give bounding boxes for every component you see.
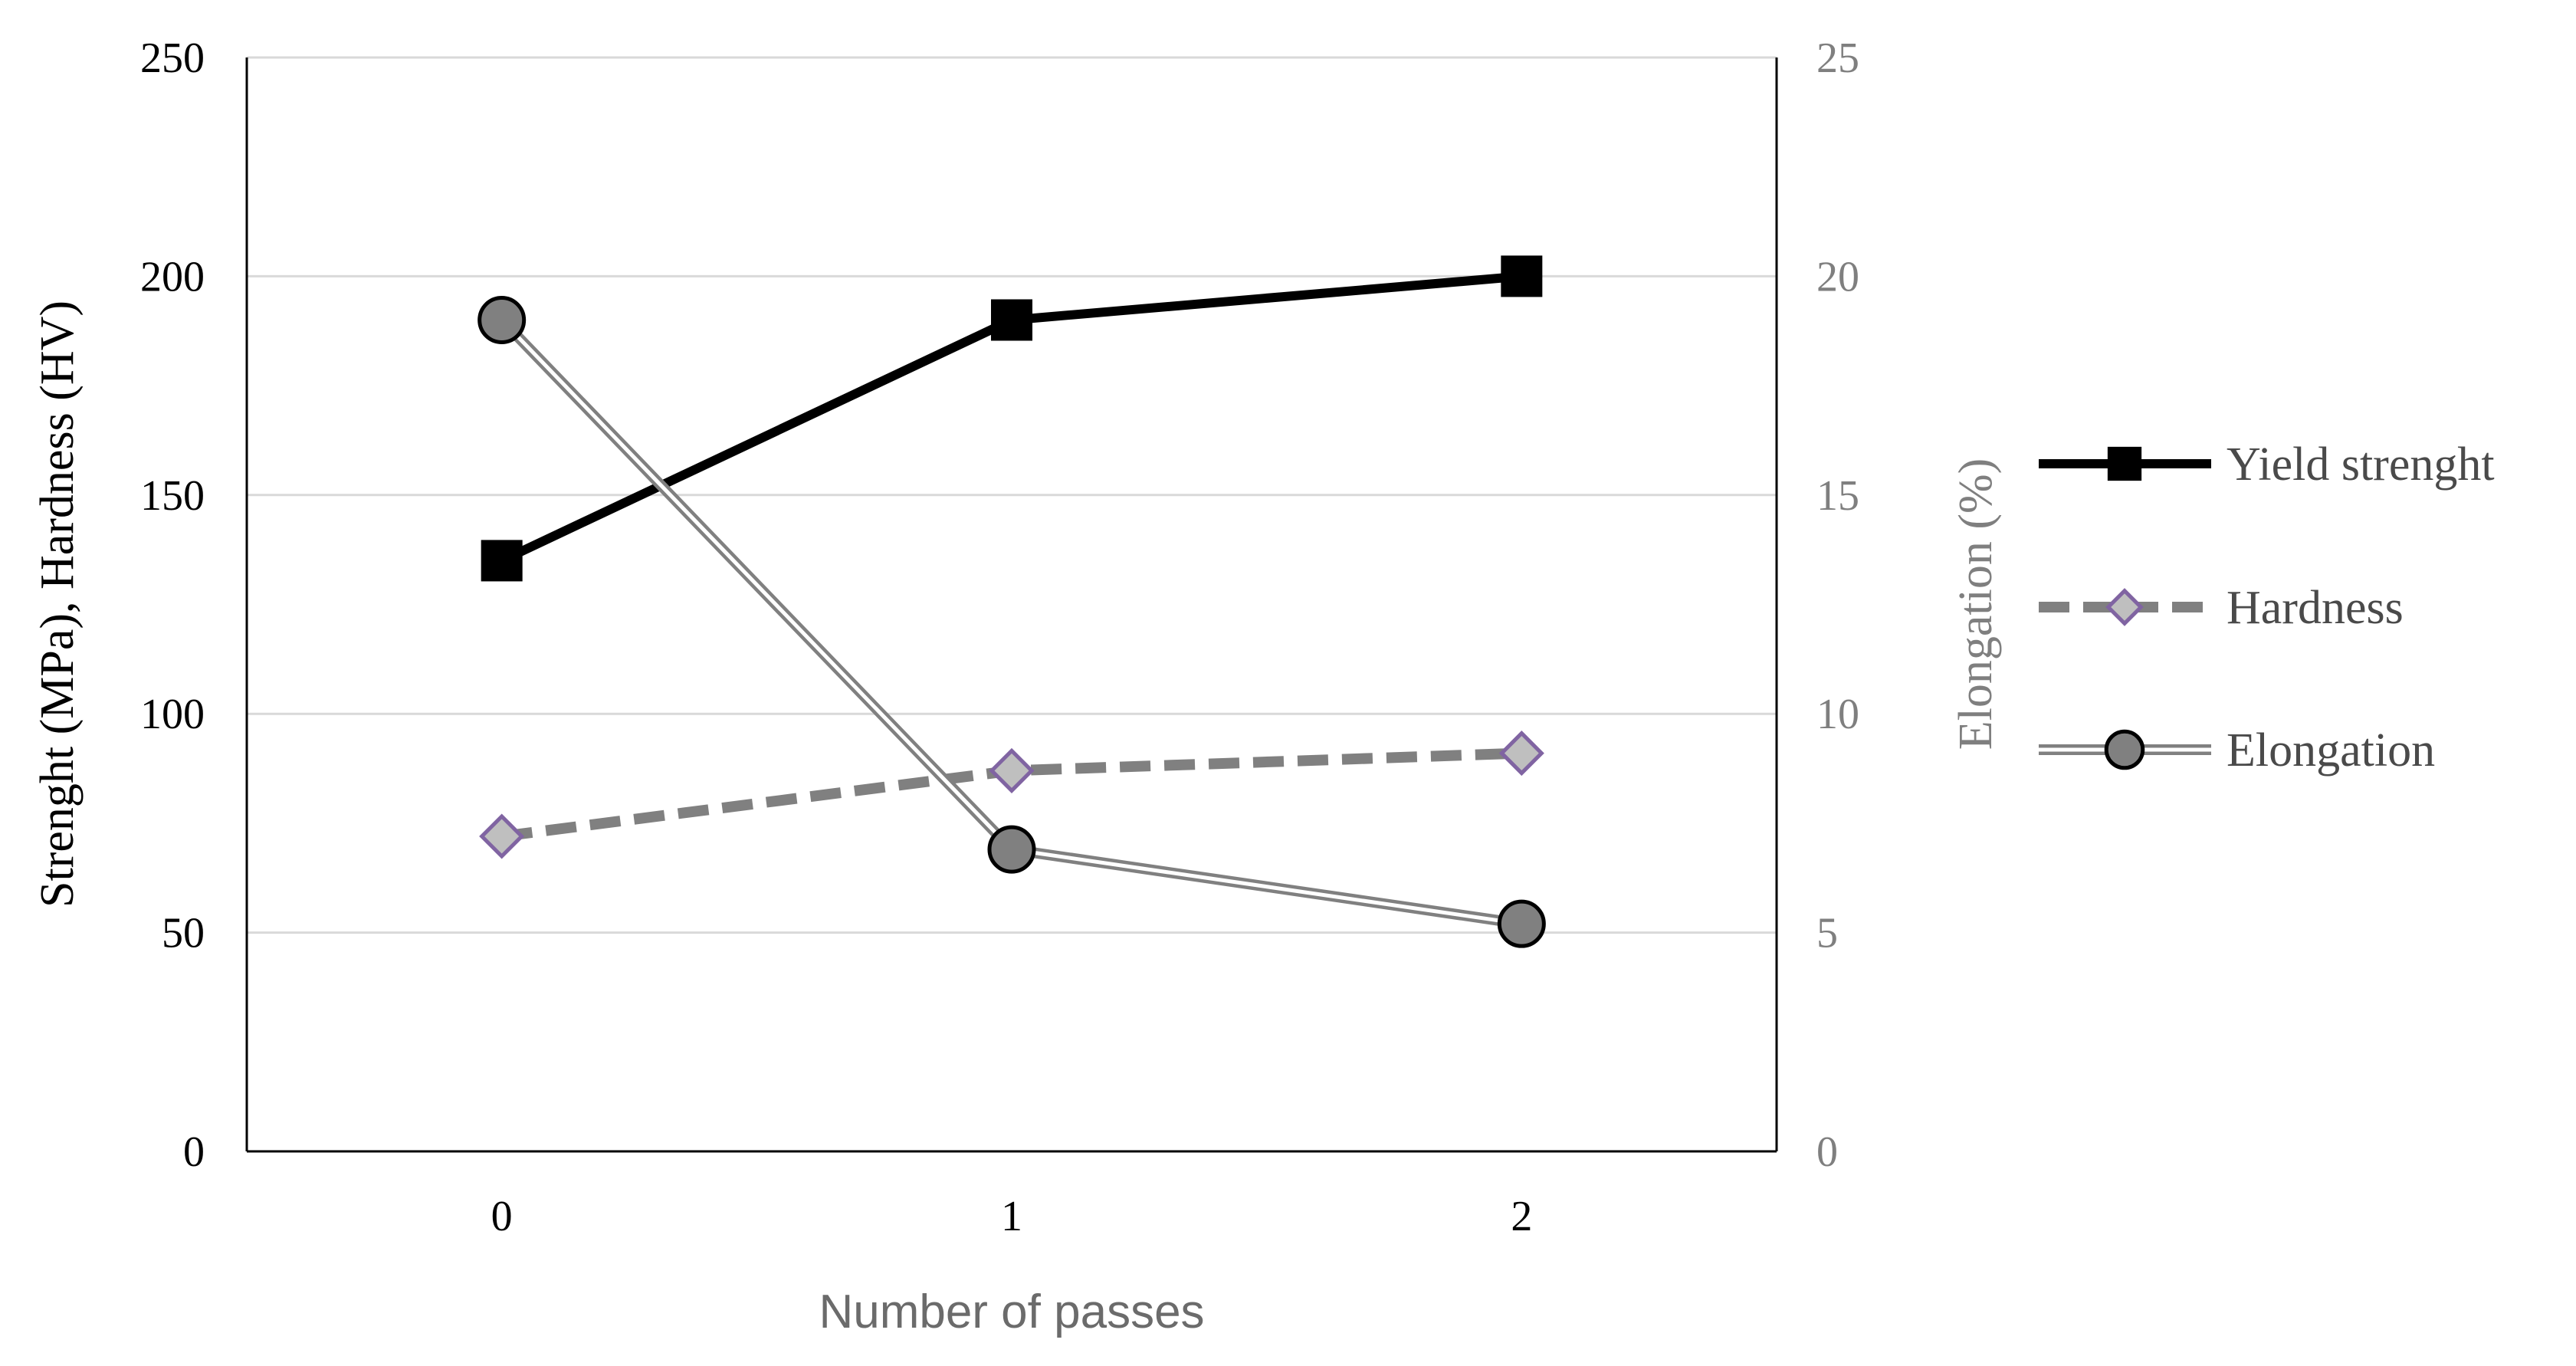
data-point xyxy=(2105,588,2144,626)
right-tick-label: 20 xyxy=(1816,253,1859,300)
left-axis-ticks: 0 50 100 150 200 250 xyxy=(140,34,205,1176)
data-point xyxy=(987,825,1036,874)
right-axis-title: Elongation (%) xyxy=(1950,458,2002,750)
series-layer xyxy=(477,255,1546,948)
data-point xyxy=(2107,446,2142,481)
data-point xyxy=(1498,731,1544,777)
legend-item: Yield strenght xyxy=(2039,438,2495,491)
data-point xyxy=(2104,729,2145,770)
right-tick-label: 5 xyxy=(1816,910,1838,957)
left-axis-title: Strenght (MPa), Hardness (HV) xyxy=(31,300,84,908)
plot-frame xyxy=(245,57,1778,1153)
data-point xyxy=(1501,255,1543,297)
x-axis-title: Number of passes xyxy=(819,1286,1204,1338)
right-tick-label: 10 xyxy=(1816,691,1859,738)
legend: Yield strenght Hardness Elongation xyxy=(2039,438,2495,777)
legend-label: Hardness xyxy=(2227,582,2404,634)
x-tick-label: 0 xyxy=(491,1193,513,1240)
left-tick-label: 200 xyxy=(140,253,205,300)
series-elongation xyxy=(477,295,1546,948)
series-yield-strenght xyxy=(481,255,1543,582)
left-tick-label: 150 xyxy=(140,472,205,520)
left-tick-label: 50 xyxy=(162,910,205,957)
right-tick-label: 0 xyxy=(1816,1128,1838,1176)
data-point xyxy=(1497,899,1546,948)
x-axis-ticks: 0 1 2 xyxy=(491,1193,1533,1240)
legend-item: Hardness xyxy=(2039,582,2404,634)
left-tick-label: 250 xyxy=(140,34,205,82)
right-tick-label: 25 xyxy=(1816,34,1859,82)
data-point xyxy=(477,295,527,344)
gridlines xyxy=(247,56,1777,934)
right-axis-ticks: 0 5 10 15 20 25 xyxy=(1816,34,1859,1176)
x-tick-label: 2 xyxy=(1511,1193,1532,1240)
data-point xyxy=(991,299,1032,341)
legend-label: Yield strenght xyxy=(2227,438,2495,491)
x-tick-label: 1 xyxy=(1001,1193,1022,1240)
data-point xyxy=(479,813,525,859)
legend-label: Elongation xyxy=(2227,724,2435,777)
data-point xyxy=(989,747,1035,793)
data-point xyxy=(481,540,523,582)
left-tick-label: 100 xyxy=(140,691,205,738)
right-tick-label: 15 xyxy=(1816,472,1859,520)
series-hardness xyxy=(479,731,1544,859)
left-tick-label: 0 xyxy=(183,1128,205,1176)
legend-item: Elongation xyxy=(2039,724,2435,777)
